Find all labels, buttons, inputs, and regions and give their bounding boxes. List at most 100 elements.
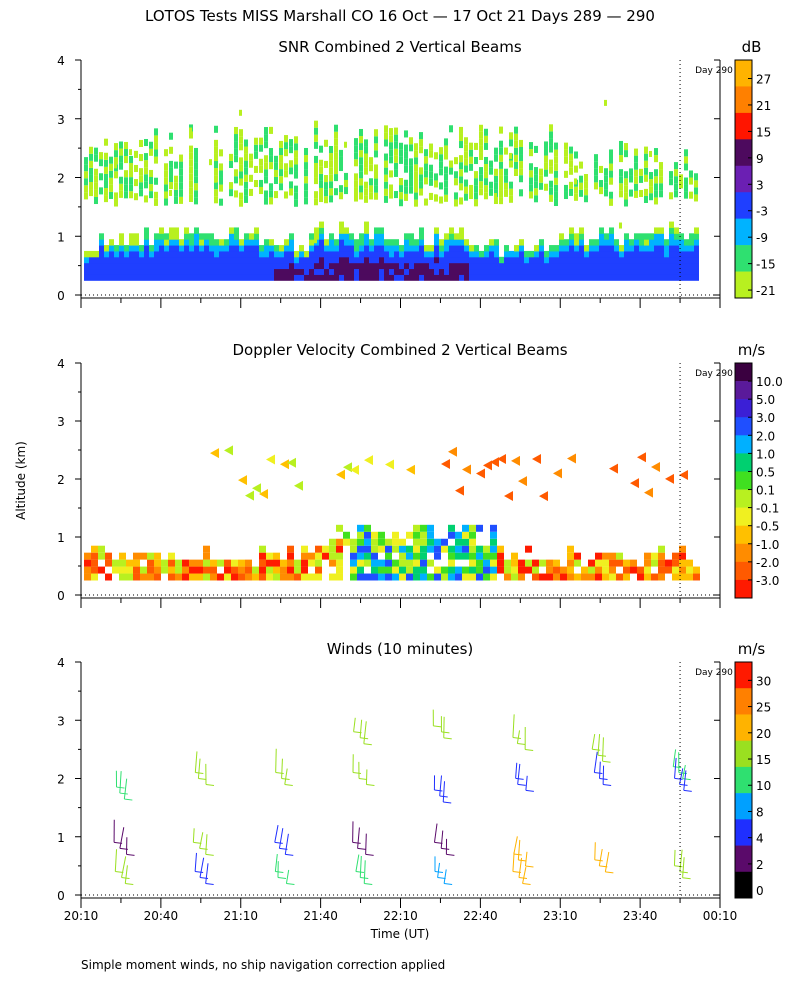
doppler-cell <box>644 553 651 560</box>
snr-cell <box>244 196 248 203</box>
snr-cell <box>389 135 393 142</box>
snr-cell <box>359 239 364 245</box>
snr-cell <box>474 257 479 263</box>
doppler-cell <box>154 574 161 581</box>
snr-cell <box>354 195 358 202</box>
snr-cell <box>294 257 299 263</box>
snr-cell <box>659 245 664 251</box>
snr-cell <box>299 269 304 275</box>
snr-cell <box>219 251 224 257</box>
snr-cell <box>474 143 478 150</box>
snr-cell <box>479 125 483 132</box>
snr-cell <box>339 263 344 269</box>
snr-cell <box>164 149 168 156</box>
wind-barb-tick <box>519 878 527 879</box>
doppler-cell <box>406 546 413 553</box>
snr-cell <box>644 251 649 257</box>
snr-cell <box>669 227 674 233</box>
doppler-cell <box>238 475 247 485</box>
snr-cell <box>324 274 329 280</box>
snr-cell <box>454 251 459 257</box>
snr-speck <box>239 110 242 116</box>
snr-cell <box>279 269 284 275</box>
snr-cell <box>369 192 373 199</box>
snr-cell <box>669 251 674 257</box>
snr-cell <box>409 269 414 275</box>
doppler-cell <box>98 553 105 560</box>
snr-cell <box>484 157 488 164</box>
snr-cell <box>344 251 349 257</box>
snr-cell <box>539 239 544 245</box>
snr-cell <box>264 257 269 263</box>
snr-cell <box>609 149 613 156</box>
snr-cell <box>214 189 218 196</box>
snr-cell <box>284 163 288 170</box>
snr-cell <box>164 191 168 198</box>
snr-cell <box>154 192 158 199</box>
snr-cell <box>224 251 229 257</box>
snr-cell <box>419 263 424 269</box>
snr-cell <box>434 152 438 159</box>
snr-cell <box>574 263 579 269</box>
snr-cell <box>574 194 578 201</box>
snr-cell <box>154 233 159 239</box>
snr-cell <box>549 195 553 202</box>
snr-cell <box>584 257 589 263</box>
snr-cell <box>164 269 169 275</box>
snr-cell <box>364 161 368 168</box>
snr-cell <box>149 269 154 275</box>
snr-cell <box>214 269 219 275</box>
snr-cell <box>584 181 588 188</box>
snr-cell <box>414 269 419 275</box>
snr-cell <box>284 170 288 177</box>
doppler-cell <box>693 574 700 581</box>
doppler-cell <box>91 574 98 581</box>
doppler-cell <box>245 560 252 567</box>
snr-cell <box>644 147 648 154</box>
snr-speck <box>114 162 117 168</box>
doppler-cell <box>560 574 567 581</box>
snr-cell <box>249 189 253 196</box>
snr-cell <box>589 257 594 263</box>
doppler-cell <box>385 560 392 567</box>
snr-cell <box>199 245 204 251</box>
snr-cell <box>409 239 414 245</box>
wind-barb <box>206 863 208 883</box>
snr-cell <box>404 145 408 152</box>
snr-cell <box>669 245 674 251</box>
snr-cell <box>354 187 358 194</box>
snr-cell <box>599 180 603 187</box>
doppler-cell <box>672 560 679 567</box>
snr-cell <box>674 263 679 269</box>
snr-cell <box>369 185 373 192</box>
snr-cell <box>479 146 483 153</box>
snr-cell <box>609 263 614 269</box>
snr-cell <box>644 154 648 161</box>
snr-cell <box>429 245 434 251</box>
doppler-cell <box>392 574 399 581</box>
snr-cell <box>384 168 388 175</box>
snr-cell <box>424 177 428 184</box>
snr-cell <box>404 269 409 275</box>
wind-barb <box>434 824 437 843</box>
snr-cell <box>399 199 403 206</box>
snr-cell <box>564 171 568 178</box>
snr-cell <box>179 263 184 269</box>
doppler-cell <box>182 567 189 574</box>
snr-cell <box>489 168 493 175</box>
snr-cell <box>624 192 628 199</box>
snr-cell <box>509 182 513 189</box>
snr-cell <box>109 274 114 280</box>
snr-cell <box>229 251 234 257</box>
snr-cell <box>374 136 378 143</box>
snr-cell <box>234 227 239 233</box>
snr-cell <box>344 180 348 187</box>
doppler-cell <box>364 539 371 546</box>
doppler-cell <box>462 546 469 553</box>
snr-cell <box>479 132 483 139</box>
snr-cell <box>634 251 639 257</box>
snr-cell <box>364 168 368 175</box>
doppler-cell <box>238 560 245 567</box>
snr-cell <box>94 263 99 269</box>
